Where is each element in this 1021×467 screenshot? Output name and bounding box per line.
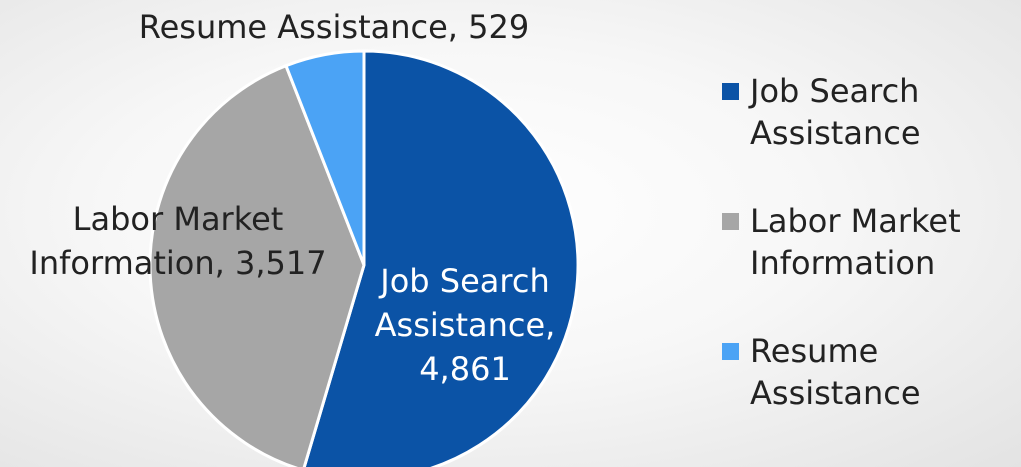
legend-item-labor-market: Labor Market Information bbox=[718, 200, 961, 284]
data-label-line: Information, 3,517 bbox=[29, 244, 326, 282]
legend-label-line: Job Search bbox=[750, 72, 920, 110]
data-label-line: Labor Market bbox=[73, 200, 284, 238]
data-label-line: 4,861 bbox=[419, 350, 511, 388]
legend-item-job-search: Job Search Assistance bbox=[718, 70, 961, 154]
legend-label-line: Labor Market bbox=[750, 202, 961, 240]
data-label-labor-market: Labor Market Information, 3,517 bbox=[29, 200, 326, 282]
chart-legend: Job Search Assistance Labor Market Infor… bbox=[718, 70, 961, 414]
legend-label-line: Assistance bbox=[750, 114, 921, 152]
legend-label-line: Resume bbox=[750, 332, 879, 370]
legend-swatch-resume bbox=[722, 343, 739, 360]
legend-item-resume: Resume Assistance bbox=[718, 330, 961, 414]
legend-label-line: Information bbox=[750, 244, 936, 282]
pie-slice-resume bbox=[284, 49, 366, 266]
legend-swatch-job-search bbox=[722, 83, 739, 100]
data-label-line: Assistance, bbox=[375, 306, 556, 344]
data-label-line: Resume Assistance, 529 bbox=[139, 8, 529, 46]
data-label-resume: Resume Assistance, 529 bbox=[139, 8, 529, 46]
data-label-job-search: Job Search Assistance, 4,861 bbox=[375, 262, 556, 388]
pie-slice-job-search bbox=[302, 49, 580, 467]
data-label-line: Job Search bbox=[378, 262, 549, 300]
legend-swatch-labor-market bbox=[722, 213, 739, 230]
pie-slice-labor-market bbox=[148, 63, 366, 467]
legend-label-line: Assistance bbox=[750, 374, 921, 412]
